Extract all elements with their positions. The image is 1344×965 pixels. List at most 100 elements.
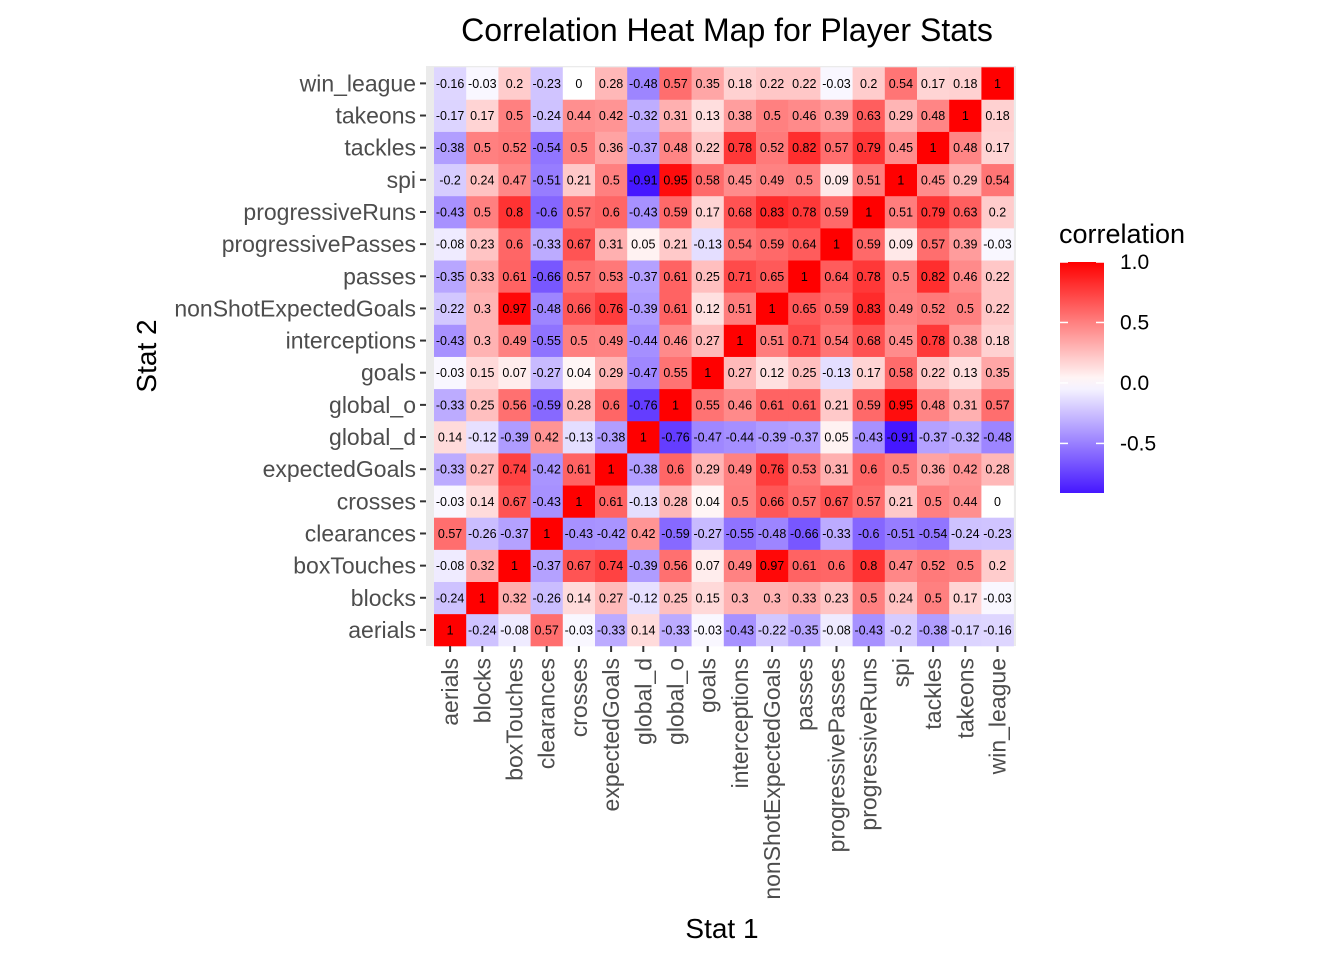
heatmap-cell <box>884 228 918 261</box>
cell-value-label: -0.16 <box>436 77 465 91</box>
heatmap-cell <box>852 131 886 165</box>
heatmap-cell <box>884 67 918 100</box>
cell-value-label: 0.12 <box>696 302 720 316</box>
cell-value-label: -0.03 <box>436 495 465 509</box>
heatmap-cell <box>530 613 564 647</box>
heatmap-cell <box>562 613 596 647</box>
cell-value-label: -0.32 <box>629 109 658 123</box>
cell-value-label: -0.43 <box>854 431 883 445</box>
heatmap-cell <box>562 292 596 325</box>
heatmap-cell <box>981 99 1014 132</box>
heatmap-cell <box>530 517 564 550</box>
heatmap-cell <box>434 420 467 454</box>
cell-value-label: -0.37 <box>790 431 819 445</box>
heatmap-cells <box>434 67 1014 647</box>
cell-value-label: 0.82 <box>792 141 816 155</box>
heatmap-cell <box>595 228 628 261</box>
cell-value-label: 0.5 <box>957 559 974 573</box>
heatmap-cell <box>434 581 467 615</box>
cell-value-label: 0.57 <box>663 77 687 91</box>
cell-value-label: 0.22 <box>696 141 720 155</box>
heatmap-cell <box>949 453 982 486</box>
heatmap-cell <box>498 613 531 647</box>
heatmap-cell <box>691 420 725 454</box>
cell-value-label: 0.07 <box>502 366 526 380</box>
cell-value-label: 0.78 <box>792 205 816 219</box>
cell-value-label: -0.37 <box>629 141 658 155</box>
heatmap-cell <box>884 517 918 550</box>
heatmap-cell <box>756 99 789 132</box>
heatmap-cell <box>498 228 531 261</box>
heatmap-cell <box>852 420 886 454</box>
y-tick-label: blocks <box>351 585 416 611</box>
heatmap-cell <box>981 260 1014 293</box>
heatmap-cell <box>820 420 853 454</box>
cell-value-label: 0.5 <box>570 334 587 348</box>
heatmap-cell <box>627 388 660 422</box>
heatmap-cell <box>562 388 596 422</box>
heatmap-cell <box>884 485 918 518</box>
heatmap-cell <box>820 195 853 229</box>
cell-value-label: -0.91 <box>629 173 658 187</box>
cell-value-label: 0.54 <box>889 77 913 91</box>
cell-value-label: 0.29 <box>599 366 623 380</box>
cell-value-label: 0.54 <box>985 173 1009 187</box>
cell-value-label: 0.23 <box>824 591 848 605</box>
heatmap-cell <box>917 581 950 615</box>
cell-value-label: -0.03 <box>693 623 722 637</box>
cell-value-label: 0.63 <box>857 109 881 123</box>
x-tick-label: aerials <box>437 658 463 726</box>
heatmap-cell <box>595 388 628 422</box>
cell-value-label: 0.68 <box>728 205 752 219</box>
cell-value-label: 0.5 <box>892 463 909 477</box>
heatmap-cell <box>691 163 725 197</box>
cell-value-label: -0.54 <box>532 141 561 155</box>
heatmap-cell <box>917 260 950 293</box>
cell-value-label: 0.32 <box>502 591 526 605</box>
cell-value-label: 0.61 <box>599 495 623 509</box>
x-tick-label: blocks <box>469 658 495 723</box>
heatmap-cell <box>884 581 918 615</box>
heatmap-cell <box>788 549 821 582</box>
heatmap-cell <box>434 99 467 132</box>
cell-value-label: 0.5 <box>892 270 909 284</box>
cell-value-label: 0.38 <box>953 334 977 348</box>
cell-value-label: 0.6 <box>667 463 684 477</box>
heatmap-cell <box>530 195 564 229</box>
heatmap-cell <box>788 324 821 357</box>
heatmap-cell <box>949 67 982 100</box>
heatmap-cell <box>788 356 821 390</box>
x-tick-label: progressiveRuns <box>856 658 882 831</box>
cell-value-label: -0.38 <box>436 141 465 155</box>
heatmap-cell <box>917 485 950 518</box>
cell-value-label: -0.12 <box>629 591 658 605</box>
heatmap-cell <box>627 99 660 132</box>
cell-value-label: 0.44 <box>953 495 977 509</box>
cell-value-label: 0.17 <box>921 77 945 91</box>
heatmap-cell <box>498 163 531 197</box>
cell-value-label: -0.27 <box>693 527 722 541</box>
cell-value-label: 1 <box>704 366 711 380</box>
heatmap-cell <box>627 163 660 197</box>
heatmap-cell <box>949 549 982 582</box>
cell-value-label: -0.33 <box>436 463 465 477</box>
cell-value-label: 0.45 <box>889 141 913 155</box>
y-tick-label: boxTouches <box>293 553 416 579</box>
cell-value-label: 0.24 <box>889 591 913 605</box>
cell-value-label: 0.21 <box>889 495 913 509</box>
heatmap-cell <box>530 67 564 100</box>
heatmap-cell <box>595 549 628 582</box>
heatmap-cell <box>949 163 982 197</box>
cell-value-label: 0.2 <box>860 77 877 91</box>
cell-value-label: -0.6 <box>536 205 558 219</box>
heatmap-cell <box>595 260 628 293</box>
cell-value-label: 0.31 <box>953 398 977 412</box>
cell-value-label: 0.57 <box>567 205 591 219</box>
heatmap-cell <box>852 388 886 422</box>
heatmap-cell <box>756 549 789 582</box>
heatmap-cell <box>627 228 660 261</box>
heatmap-cell <box>949 99 982 132</box>
cell-value-label: 0.28 <box>663 495 687 509</box>
cell-value-label: 0.42 <box>599 109 623 123</box>
cell-value-label: 0.64 <box>792 238 816 252</box>
